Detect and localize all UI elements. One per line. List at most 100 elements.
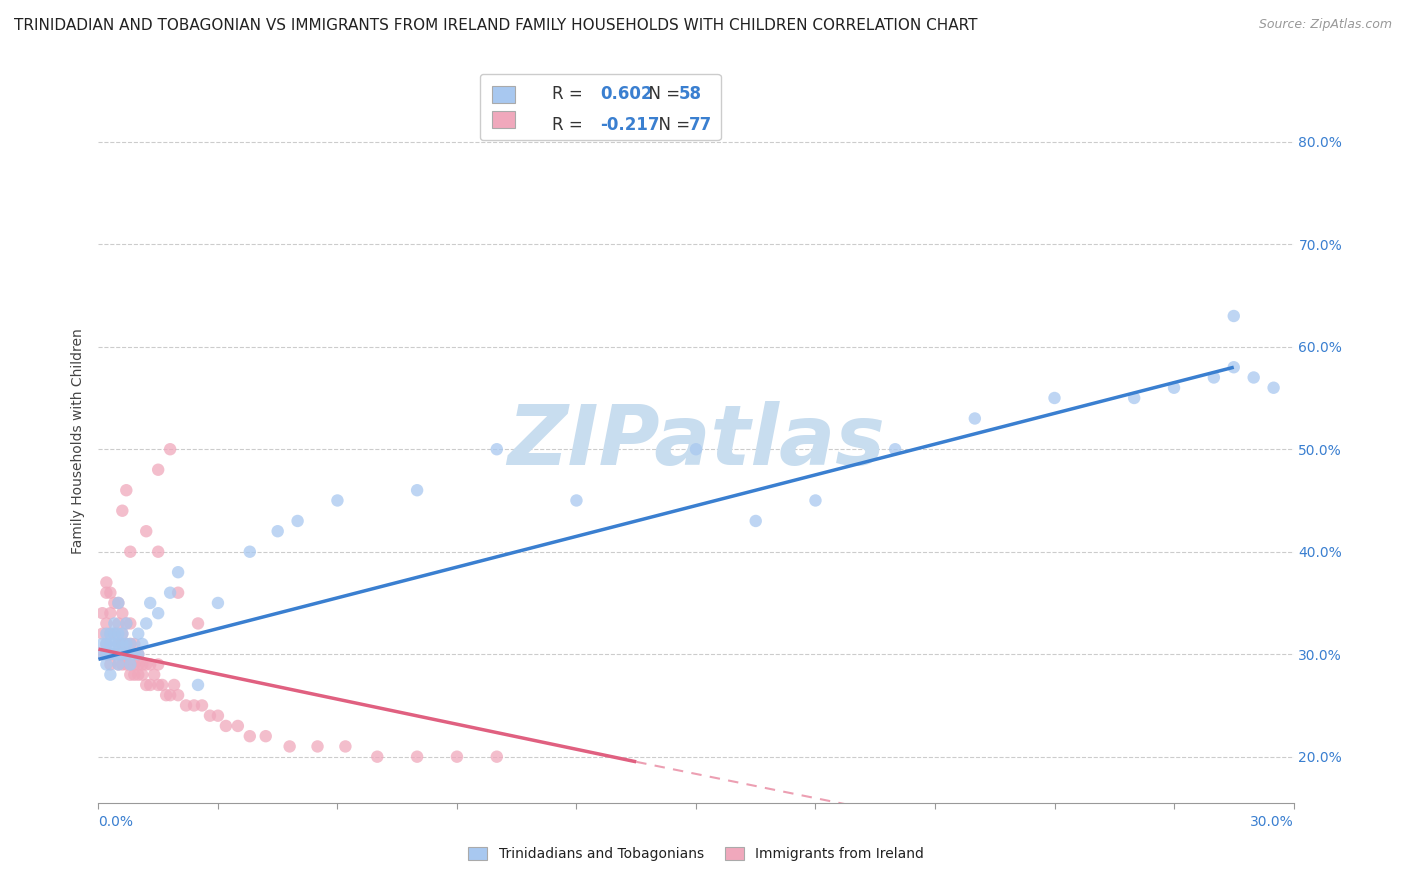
Point	[366, 749, 388, 764]
Text: 0.0%: 0.0%	[98, 815, 134, 829]
Text: ZIPatlas: ZIPatlas	[508, 401, 884, 482]
Point	[96, 575, 118, 590]
Point	[131, 637, 153, 651]
Point	[91, 647, 114, 661]
Point	[254, 729, 277, 743]
Text: 77: 77	[689, 116, 711, 134]
Point	[107, 637, 129, 651]
Point	[406, 483, 429, 498]
Point	[98, 585, 122, 599]
Point	[287, 514, 309, 528]
Point	[115, 637, 138, 651]
Point	[115, 616, 138, 631]
Point	[135, 678, 157, 692]
Point	[335, 739, 357, 754]
Point	[115, 657, 138, 672]
Point	[107, 626, 129, 640]
Point	[167, 585, 190, 599]
Point	[124, 657, 146, 672]
Point	[98, 647, 122, 661]
Point	[115, 647, 138, 661]
Point	[685, 442, 707, 457]
Point	[91, 606, 114, 620]
Text: R =: R =	[553, 116, 588, 134]
Point	[120, 616, 142, 631]
Point	[103, 626, 125, 640]
Point	[191, 698, 214, 713]
Point	[148, 657, 170, 672]
Point	[131, 657, 153, 672]
Point	[103, 626, 125, 640]
Point	[107, 647, 129, 661]
Point	[96, 657, 118, 672]
Point	[174, 698, 197, 713]
Point	[98, 606, 122, 620]
Point	[183, 698, 205, 713]
Text: R =: R =	[553, 85, 588, 103]
Point	[124, 667, 146, 681]
Point	[115, 647, 138, 661]
Text: 58: 58	[679, 85, 702, 103]
Point	[111, 637, 134, 651]
Point	[148, 606, 170, 620]
Point	[187, 616, 209, 631]
Point	[91, 637, 114, 651]
Point	[1123, 391, 1146, 405]
Point	[135, 616, 157, 631]
Point	[96, 616, 118, 631]
Point	[115, 616, 138, 631]
Point	[115, 637, 138, 651]
Point	[96, 637, 118, 651]
Point	[127, 657, 149, 672]
Point	[307, 739, 329, 754]
Point	[96, 626, 118, 640]
Point	[150, 678, 173, 692]
Point	[107, 596, 129, 610]
Point	[326, 493, 349, 508]
Point	[1223, 360, 1246, 375]
Point	[565, 493, 588, 508]
Legend: Trinidadians and Tobagonians, Immigrants from Ireland: Trinidadians and Tobagonians, Immigrants…	[461, 840, 931, 868]
Point	[884, 442, 907, 457]
Point	[1223, 309, 1246, 323]
Point	[207, 596, 229, 610]
Point	[804, 493, 827, 508]
Point	[98, 626, 122, 640]
Point	[111, 637, 134, 651]
Point	[120, 667, 142, 681]
Point	[226, 719, 249, 733]
Point	[107, 596, 129, 610]
Point	[98, 647, 122, 661]
Point	[139, 596, 162, 610]
Point	[148, 545, 170, 559]
Point	[148, 463, 170, 477]
Point	[485, 442, 508, 457]
Text: Source: ZipAtlas.com: Source: ZipAtlas.com	[1258, 18, 1392, 31]
Point	[98, 626, 122, 640]
Point	[107, 637, 129, 651]
Point	[98, 637, 122, 651]
Point	[135, 524, 157, 539]
Point	[120, 657, 142, 672]
Point	[98, 667, 122, 681]
Point	[107, 657, 129, 672]
Point	[96, 647, 118, 661]
Point	[127, 647, 149, 661]
Point	[103, 647, 125, 661]
Point	[745, 514, 768, 528]
Point	[124, 647, 146, 661]
Point	[155, 688, 177, 702]
Point	[91, 647, 114, 661]
Text: TRINIDADIAN AND TOBAGONIAN VS IMMIGRANTS FROM IRELAND FAMILY HOUSEHOLDS WITH CHI: TRINIDADIAN AND TOBAGONIAN VS IMMIGRANTS…	[14, 18, 977, 33]
Point	[103, 647, 125, 661]
Point	[111, 626, 134, 640]
Point	[120, 657, 142, 672]
Point	[131, 667, 153, 681]
Point	[115, 483, 138, 498]
Point	[159, 585, 181, 599]
Point	[111, 626, 134, 640]
Point	[107, 616, 129, 631]
Point	[1202, 370, 1225, 384]
Point	[167, 565, 190, 579]
Text: 30.0%: 30.0%	[1250, 815, 1294, 829]
